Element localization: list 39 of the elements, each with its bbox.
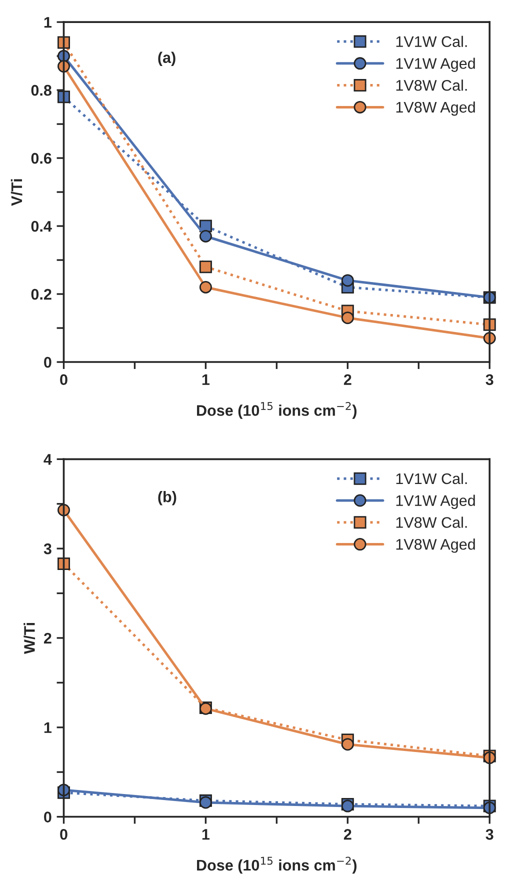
x-tick-label: 0 — [60, 374, 68, 386]
y-tick-label: 2 — [44, 632, 52, 644]
x-axis-title: Dose (10$^{15}$ ions cm$^{−2}$) — [197, 856, 356, 874]
legend-label: 1V1W Aged — [396, 58, 475, 72]
legend-label: 1V8W Aged — [396, 101, 475, 116]
y-tick-label: 0.6 — [31, 152, 52, 164]
y-tick-label: 0 — [44, 812, 52, 822]
point — [341, 312, 354, 324]
legend-label: 1V8W Cal. — [396, 80, 467, 91]
annotation: (b) — [158, 491, 176, 506]
y-tick-label: 3 — [44, 543, 52, 554]
y-tick-label: 1 — [44, 17, 52, 28]
point — [199, 260, 212, 274]
y-axis-title: V/Ti — [10, 179, 22, 206]
x-tick-label: 1 — [202, 829, 210, 840]
x-tick-label: 2 — [344, 828, 352, 840]
point — [341, 738, 354, 751]
legend-label: 1V1W Cal. — [396, 36, 467, 48]
y-tick-label: 0 — [44, 356, 52, 368]
legend-label: 1V8W Cal. — [396, 516, 467, 528]
x-tick-label: 1 — [202, 374, 210, 385]
legend-label: 1V1W Aged — [396, 494, 475, 510]
x-tick-label: 3 — [486, 828, 494, 840]
x-axis-title: Dose (10$^{15}$ ions cm$^{−2}$) — [197, 402, 356, 419]
y-tick-label: 0.8 — [31, 84, 52, 96]
y-tick-label: 4 — [44, 454, 52, 465]
y-axis-title: W/Ti — [24, 623, 36, 654]
point — [199, 230, 212, 242]
y-tick-label: 1 — [44, 722, 52, 733]
x-tick-label: 0 — [60, 828, 68, 840]
y-tick-label: 0.2 — [31, 288, 52, 300]
legend-label: 1V8W Aged — [396, 538, 475, 553]
y-tick-label: 0.4 — [31, 220, 52, 232]
point — [341, 274, 354, 287]
legend-label: 1V1W Cal. — [396, 472, 467, 484]
annotation: (a) — [158, 52, 176, 66]
x-tick-label: 3 — [486, 374, 494, 386]
point — [199, 280, 212, 294]
x-tick-label: 2 — [344, 374, 352, 385]
